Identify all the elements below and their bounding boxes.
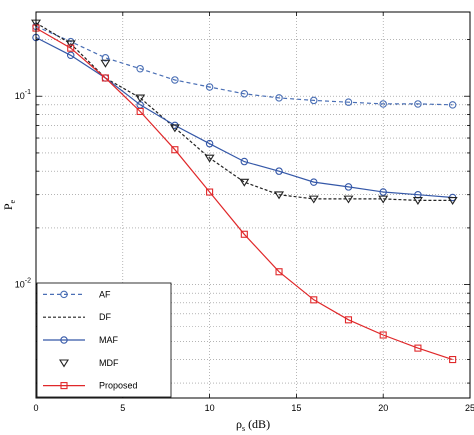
circle-marker	[310, 96, 318, 105]
square-marker	[275, 268, 283, 276]
legend-label: DF	[99, 312, 111, 322]
circle-marker	[101, 54, 110, 62]
y-tick-label-base: 10	[15, 280, 25, 290]
x-tick-label: 10	[205, 403, 215, 413]
triangle-marker	[412, 197, 423, 206]
y-axis-label: Pe	[1, 199, 17, 210]
legend-label: MAF	[99, 335, 119, 345]
plot-frame	[35, 11, 471, 399]
triangle-marker	[204, 154, 215, 163]
legend-entry-mdf: MDF	[59, 358, 119, 368]
y-tick-label-base: 10	[15, 91, 25, 101]
legend-entry-df: DF	[43, 312, 111, 322]
triangle-marker	[65, 40, 76, 49]
circle-marker	[60, 336, 68, 344]
circle-marker	[344, 98, 353, 106]
circle-marker	[448, 101, 457, 109]
y-axis-label-sub: e	[8, 199, 17, 203]
series-proposed	[32, 24, 457, 364]
square-marker	[240, 230, 248, 238]
legend-entry-af: AF	[43, 289, 111, 299]
y-tick-label-exponent: -1	[25, 89, 31, 96]
triangle-marker	[239, 178, 250, 187]
x-tick-label: 5	[120, 403, 125, 413]
circle-marker	[310, 178, 318, 186]
square-marker	[414, 344, 422, 352]
triangle-marker	[378, 195, 389, 204]
x-tick-label: 20	[378, 403, 388, 413]
y-tick-label-exponent: -2	[25, 278, 31, 285]
legend-entry-proposed: Proposed	[43, 381, 138, 391]
series-line	[35, 25, 453, 106]
square-marker	[449, 356, 457, 364]
triangle-marker	[135, 94, 146, 103]
circle-marker	[414, 100, 422, 108]
square-marker	[136, 107, 144, 116]
circle-marker	[60, 290, 68, 299]
legend-label: MDF	[99, 358, 119, 368]
legend-label: AF	[99, 289, 111, 299]
series-line	[35, 27, 453, 361]
triangle-marker	[59, 359, 69, 368]
square-marker	[101, 74, 109, 82]
circle-marker	[275, 94, 283, 102]
legend-entry-maf: MAF	[43, 335, 119, 345]
circle-marker	[379, 100, 387, 108]
circle-marker	[240, 90, 249, 98]
x-tick-label: 25	[465, 403, 474, 413]
grid	[36, 12, 470, 398]
square-marker	[310, 296, 318, 304]
square-marker	[171, 146, 179, 154]
y-tick-label: 10-1	[15, 89, 31, 101]
square-marker	[379, 331, 387, 339]
triangle-marker	[308, 195, 319, 204]
circle-marker	[66, 51, 75, 60]
triangle-marker	[447, 197, 458, 206]
series-mdf	[31, 19, 458, 206]
circle-marker	[136, 64, 144, 73]
circle-marker	[171, 76, 179, 84]
triangle-marker	[100, 59, 111, 68]
x-axis-label: ρs (dB)	[236, 417, 270, 433]
triangle-marker	[274, 191, 285, 200]
square-marker	[206, 188, 214, 196]
x-tick-label: 15	[291, 403, 301, 413]
square-marker	[67, 44, 75, 52]
x-axis-label-sub: s	[242, 424, 245, 433]
legend-label: Proposed	[99, 381, 138, 391]
circle-marker	[379, 188, 387, 196]
circle-marker	[344, 183, 353, 191]
circle-marker	[275, 167, 283, 175]
triangle-marker	[169, 124, 180, 133]
x-axis-label-unit: (dB)	[245, 417, 270, 431]
square-marker	[344, 316, 353, 324]
legend: AF DF MAF MDF Proposed	[36, 282, 172, 398]
square-marker	[60, 382, 68, 390]
triangle-marker	[343, 195, 354, 204]
circle-marker	[240, 157, 249, 166]
y-tick-label: 10-2	[15, 278, 31, 290]
circle-marker	[205, 139, 214, 148]
x-tick-label: 0	[33, 403, 38, 413]
x-axis-label-main: ρ	[236, 417, 242, 431]
series-af	[32, 22, 457, 109]
circle-marker	[205, 83, 214, 91]
y-axis-label-main: P	[1, 203, 15, 210]
